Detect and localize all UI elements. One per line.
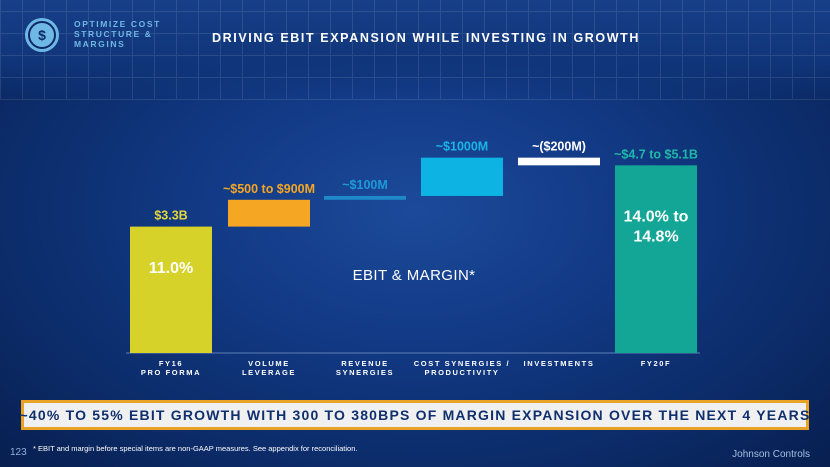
summary-banner: ~40% TO 55% EBIT GROWTH WITH 300 TO 380B… <box>20 400 809 430</box>
bar-margin-label-6: 14.8% <box>633 228 678 245</box>
bar-value-label-2: ~$500 to $900M <box>223 182 315 196</box>
category-label-4: COST SYNERGIES / <box>414 359 510 368</box>
bar-6 <box>615 165 697 353</box>
footnote: * EBIT and margin before special items a… <box>33 444 358 453</box>
header-texture <box>0 0 830 100</box>
category-label-1: FY16 <box>159 359 183 368</box>
category-label-4: PRODUCTIVITY <box>424 368 499 377</box>
header-band <box>0 0 830 100</box>
page-number: 123 <box>10 447 27 458</box>
bar-value-label-4: ~$1000M <box>436 140 488 154</box>
bar-margin-label-1: 11.0% <box>149 260 193 277</box>
bar-2 <box>228 199 310 227</box>
bar-value-label-6: ~$4.7 to $5.1B <box>614 147 698 161</box>
bar-value-label-3: ~$100M <box>342 178 388 192</box>
bar-5 <box>518 157 600 166</box>
category-label-2: LEVERAGE <box>242 368 296 377</box>
bar-1 <box>130 226 212 353</box>
category-label-5: INVESTMENTS <box>524 359 595 368</box>
category-label-1: PRO FORMA <box>141 368 201 377</box>
slide-title: DRIVING EBIT EXPANSION WHILE INVESTING I… <box>212 31 640 45</box>
bar-3 <box>324 195 406 200</box>
bar-value-label-1: $3.3B <box>154 209 187 223</box>
bar-4 <box>421 157 503 196</box>
chart-title: EBIT & MARGIN* <box>353 267 476 284</box>
dollar-symbol-icon: $ <box>28 21 56 49</box>
bar-margin-label-6: 14.0% to <box>624 208 689 225</box>
category-label-6: FY20F <box>641 359 672 368</box>
category-label-3: REVENUE <box>341 359 388 368</box>
category-label-3: SYNERGIES <box>336 368 394 377</box>
section-label: OPTIMIZE COST STRUCTURE & MARGINS <box>74 19 161 49</box>
brand-name: Johnson Controls <box>732 449 810 460</box>
category-label-2: VOLUME <box>248 359 290 368</box>
bar-value-label-5: ~($200M) <box>532 140 586 154</box>
dollar-arrows-icon: $ <box>25 18 59 52</box>
